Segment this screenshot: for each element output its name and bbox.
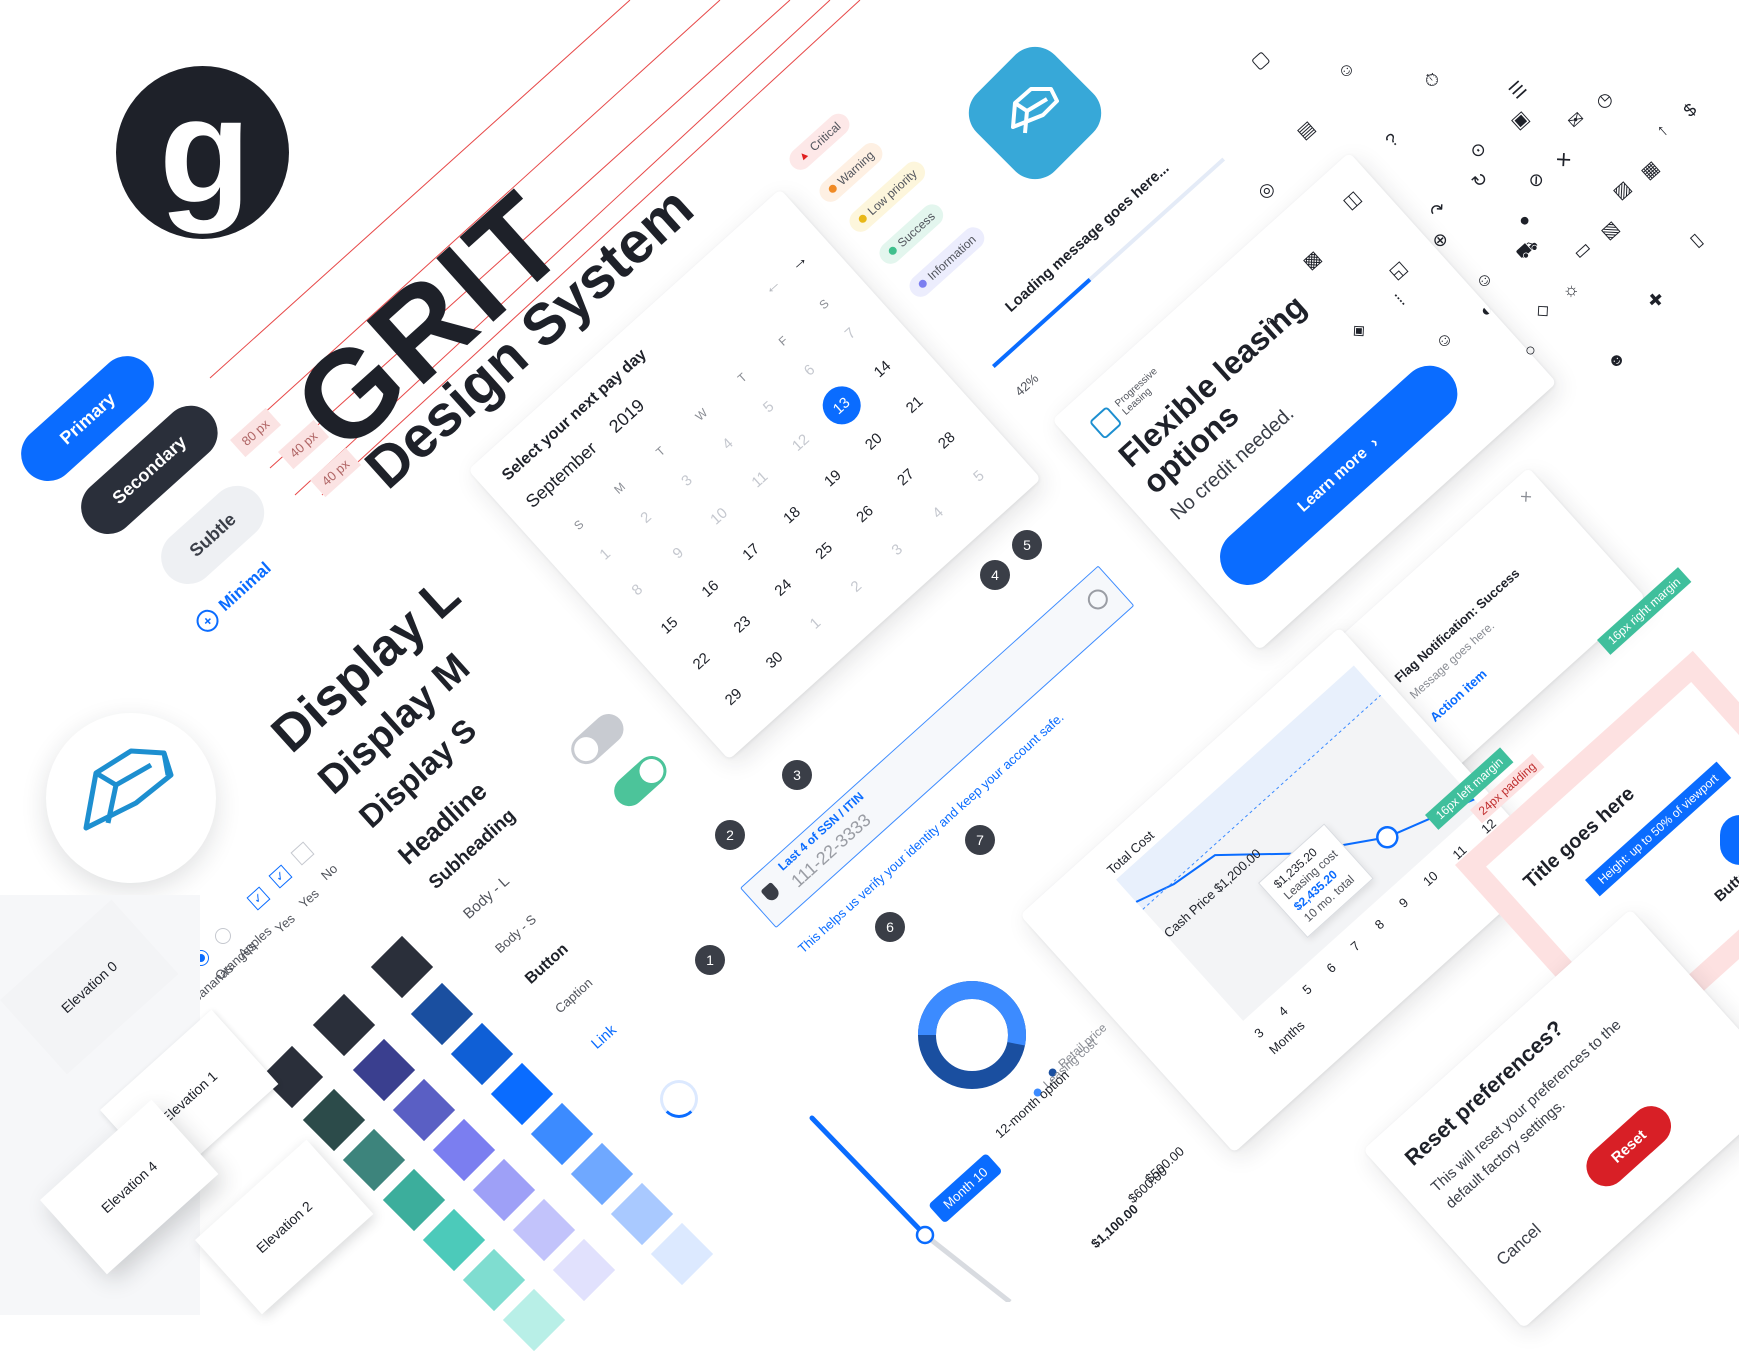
chart-month-tick: 9 (1395, 894, 1412, 911)
cost-donut-chart (918, 981, 1026, 1089)
app-icon-glyph (1011, 87, 1059, 134)
callout-7: 7 (965, 825, 995, 855)
warning-triangle-icon: ▲ (795, 147, 812, 164)
chart-month-tick: 7 (1347, 938, 1364, 955)
month-slider[interactable] (800, 1110, 1020, 1302)
chart-month-tick: 6 (1323, 959, 1339, 976)
callout-6: 6 (875, 912, 905, 942)
donut-segment-leasing (918, 981, 1026, 1089)
grit-logo-glyph: g (159, 66, 251, 234)
eye-icon[interactable] (1083, 585, 1112, 614)
chart-month-tick: 8 (1371, 916, 1388, 933)
callout-1: 1 (695, 945, 725, 975)
title-guides (209, 0, 861, 496)
info-dot-icon (917, 278, 929, 290)
close-icon[interactable]: × (1515, 485, 1537, 508)
modal-title: Title goes here (1519, 782, 1639, 894)
callout-4: 4 (980, 560, 1010, 590)
modal-spec-button (1720, 815, 1739, 865)
cancel-button[interactable]: Cancel (1492, 1219, 1545, 1270)
loading-spinner (660, 1080, 698, 1118)
callout-5: 5 (1012, 530, 1042, 560)
chart-handle[interactable] (1373, 823, 1401, 851)
flag-title: Flag Notification: Success (1391, 565, 1523, 686)
reset-button[interactable]: Reset (1578, 1097, 1680, 1195)
grit-logo (116, 66, 289, 239)
callout-2: 2 (715, 820, 745, 850)
chart-month-tick: 3 (1251, 1024, 1267, 1041)
next-month-icon[interactable]: → (784, 247, 812, 275)
shield-icon (760, 879, 785, 904)
year-select[interactable]: 2019 (605, 395, 649, 437)
low-dot-icon (857, 213, 869, 225)
chart-month-tick: 4 (1275, 1003, 1291, 1020)
success-check-icon (887, 245, 899, 257)
warning-dot-icon (827, 183, 839, 195)
checkbox-no[interactable] (290, 841, 315, 866)
radio-apples[interactable] (215, 928, 231, 944)
chart-month-tick: 5 (1299, 981, 1315, 998)
lease-line-chart (1135, 694, 1475, 910)
prev-month-icon[interactable]: ← (758, 272, 785, 299)
chevron-right-icon: › (1366, 434, 1383, 451)
slider-thumb[interactable] (915, 1225, 935, 1245)
progressive-leasing-logo-icon (1088, 405, 1123, 440)
progressive-logo-icon (83, 748, 174, 831)
progressive-logo-badge (46, 713, 216, 883)
modal-button-label: Button (1711, 860, 1739, 906)
checkbox-yes-2[interactable]: ✓ (246, 886, 271, 911)
callout-3: 3 (782, 760, 812, 790)
checkbox-yes-1[interactable]: ✓ (268, 864, 293, 889)
